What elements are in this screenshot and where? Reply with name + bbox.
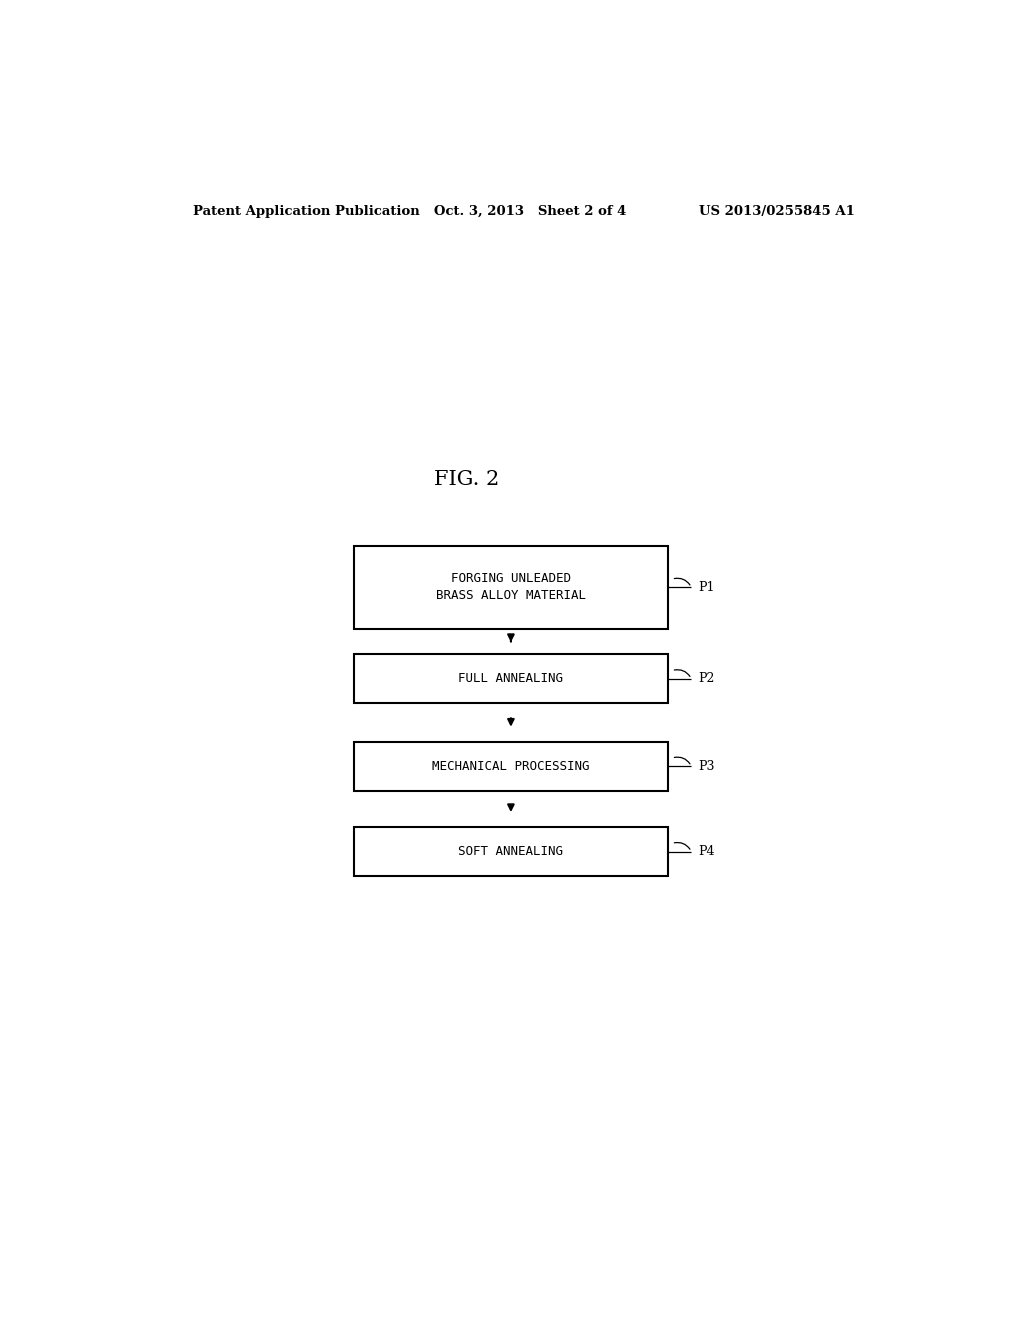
Bar <box>354 742 668 791</box>
Bar <box>354 828 668 876</box>
Text: FULL ANNEALING: FULL ANNEALING <box>459 672 563 685</box>
Bar <box>354 545 668 630</box>
Text: SOFT ANNEALING: SOFT ANNEALING <box>459 845 563 858</box>
Text: P1: P1 <box>697 581 715 594</box>
FancyArrowPatch shape <box>508 635 514 642</box>
Text: FIG. 2: FIG. 2 <box>433 470 499 490</box>
Text: P4: P4 <box>697 845 715 858</box>
FancyArrowPatch shape <box>508 718 514 725</box>
Text: Patent Application Publication: Patent Application Publication <box>194 205 420 218</box>
FancyArrowPatch shape <box>508 804 514 810</box>
Bar <box>354 655 668 704</box>
Text: US 2013/0255845 A1: US 2013/0255845 A1 <box>699 205 855 218</box>
Text: FORGING UNLEADED
BRASS ALLOY MATERIAL: FORGING UNLEADED BRASS ALLOY MATERIAL <box>436 573 586 602</box>
Text: P3: P3 <box>697 760 715 772</box>
Text: P2: P2 <box>697 672 714 685</box>
Text: Oct. 3, 2013   Sheet 2 of 4: Oct. 3, 2013 Sheet 2 of 4 <box>433 205 626 218</box>
Text: MECHANICAL PROCESSING: MECHANICAL PROCESSING <box>432 760 590 772</box>
